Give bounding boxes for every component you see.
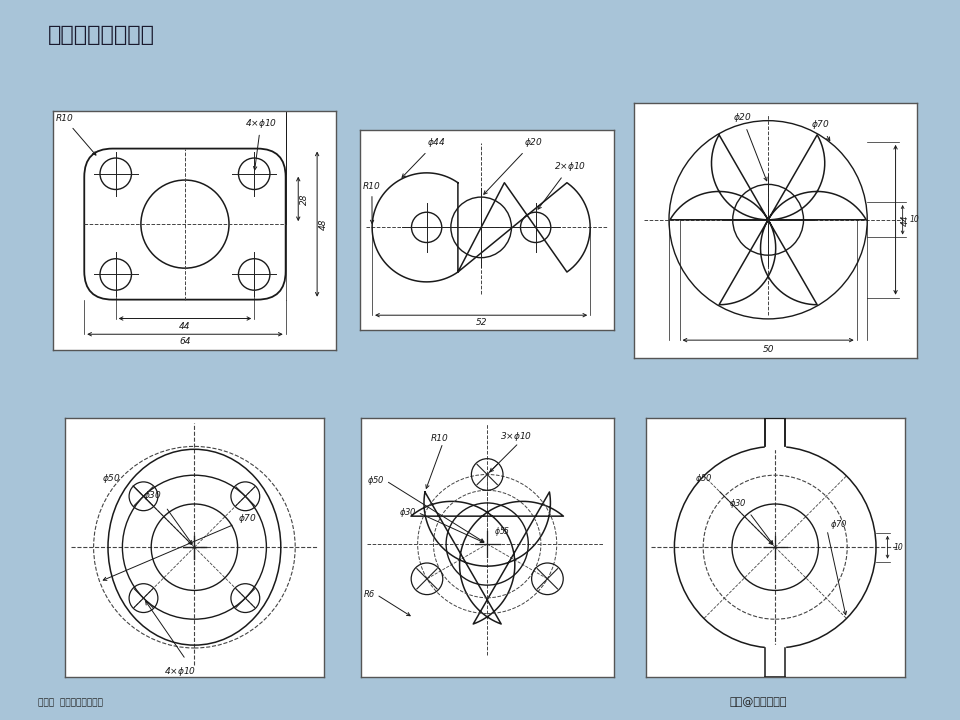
Text: 平面图形尺寸标注: 平面图形尺寸标注 xyxy=(48,25,155,45)
Text: $\phi$30: $\phi$30 xyxy=(730,498,747,510)
Text: R10: R10 xyxy=(56,114,96,155)
Text: $\phi$70: $\phi$70 xyxy=(810,118,829,140)
Text: $\phi$30: $\phi$30 xyxy=(142,489,161,502)
Text: 4×$\phi$10: 4×$\phi$10 xyxy=(164,665,196,678)
Text: $\phi$50: $\phi$50 xyxy=(102,472,121,485)
Text: 4×$\phi$10: 4×$\phi$10 xyxy=(245,117,276,170)
Text: $\phi$44: $\phi$44 xyxy=(402,135,445,177)
Text: 64: 64 xyxy=(180,338,191,346)
Text: 10: 10 xyxy=(893,543,903,552)
Text: $\phi$70: $\phi$70 xyxy=(829,518,848,531)
Text: $\phi$20: $\phi$20 xyxy=(732,111,767,181)
Text: R10: R10 xyxy=(430,434,448,443)
Text: 44: 44 xyxy=(900,214,910,225)
Text: 第五幅  平面图形尺寸标注: 第五幅 平面图形尺寸标注 xyxy=(38,698,104,707)
Text: R10: R10 xyxy=(363,182,381,223)
Text: $\phi$70: $\phi$70 xyxy=(237,512,256,525)
Text: $\phi$50: $\phi$50 xyxy=(367,474,385,487)
Text: R6: R6 xyxy=(364,590,375,599)
Text: 50: 50 xyxy=(762,346,774,354)
Text: 2×$\phi$10: 2×$\phi$10 xyxy=(538,160,586,209)
Text: $\phi$30: $\phi$30 xyxy=(398,506,417,519)
FancyBboxPatch shape xyxy=(84,148,286,300)
Text: 头条@一位工程师: 头条@一位工程师 xyxy=(730,697,787,707)
Text: $\phi$50: $\phi$50 xyxy=(695,472,712,485)
Text: $\phi$55: $\phi$55 xyxy=(493,525,510,538)
Text: 44: 44 xyxy=(180,322,191,330)
Text: 28: 28 xyxy=(300,193,309,204)
Text: 52: 52 xyxy=(475,318,487,327)
Text: 3×$\phi$10: 3×$\phi$10 xyxy=(500,430,532,443)
Text: $\phi$20: $\phi$20 xyxy=(484,135,542,194)
Text: 48: 48 xyxy=(319,218,327,230)
Text: 10: 10 xyxy=(910,215,920,225)
